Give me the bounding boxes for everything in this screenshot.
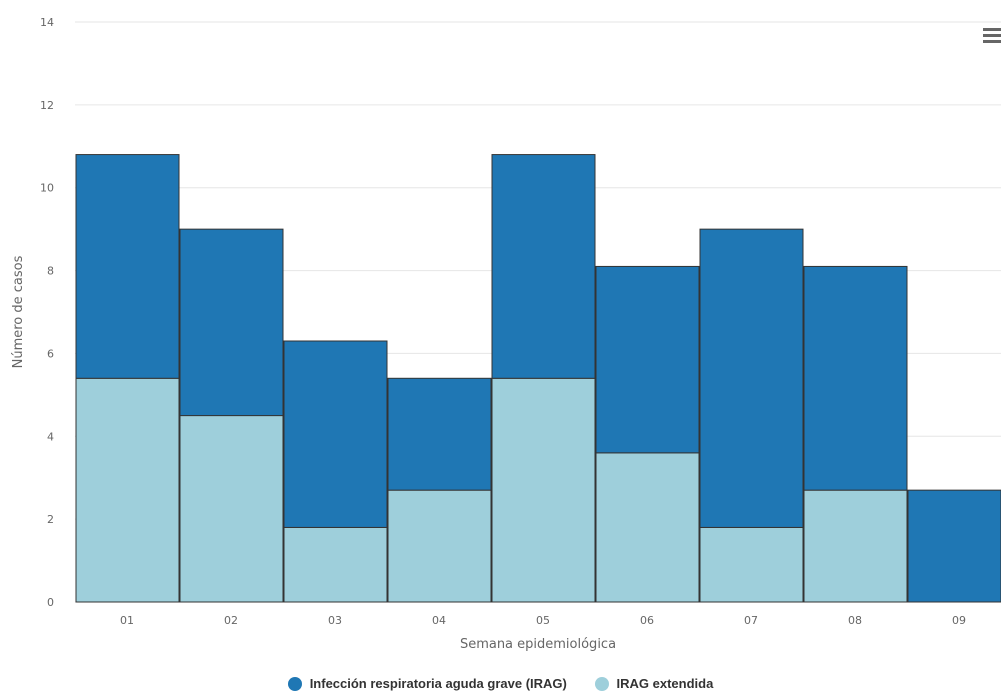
legend-label: IRAG extendida [616,676,714,691]
bar-segment[interactable] [491,154,596,379]
legend: Infección respiratoria aguda grave (IRAG… [0,676,1001,694]
x-tick-label: 08 [848,614,862,627]
bar-segment[interactable] [803,265,908,491]
bar-segment[interactable] [283,526,388,603]
x-tick-label: 06 [640,614,654,627]
bar-segment[interactable] [595,265,700,454]
y-axis-title: Número de casos [11,255,26,368]
y-tick-label: 2 [47,513,54,526]
bar-segment[interactable] [283,340,388,528]
y-axis-ticks: 0 2 4 6 8 10 12 14 [40,16,54,609]
bar-segment[interactable] [699,526,804,603]
y-tick-label: 6 [47,347,54,360]
bar-segment[interactable] [179,228,284,417]
bar-segment[interactable] [179,415,284,603]
x-axis-title: Semana epidemiológica [460,637,616,652]
bars [75,154,1001,603]
legend-item-irag[interactable]: Infección respiratoria aguda grave (IRAG… [287,676,567,691]
y-tick-label: 0 [47,596,54,609]
y-tick-label: 14 [40,16,54,29]
bar-segment[interactable] [907,489,1001,603]
y-tick-label: 12 [40,99,54,112]
legend-dot-icon [287,676,302,691]
legend-item-irag-extendida[interactable]: IRAG extendida [594,676,714,691]
bar-segment[interactable] [75,154,180,379]
bar-segment[interactable] [75,377,180,603]
x-tick-label: 09 [952,614,966,627]
x-tick-label: 03 [328,614,342,627]
x-tick-label: 07 [744,614,758,627]
legend-label: Infección respiratoria aguda grave (IRAG… [309,676,567,691]
x-tick-label: 05 [536,614,550,627]
bar-segment[interactable] [595,452,700,603]
x-tick-label: 04 [432,614,446,627]
x-tick-label: 02 [224,614,238,627]
bar-segment[interactable] [803,489,908,603]
bar-segment[interactable] [387,489,492,603]
x-axis-ticks: 01 02 03 04 05 06 07 08 09 [120,614,966,627]
y-tick-label: 4 [47,430,54,443]
x-tick-label: 01 [120,614,134,627]
bar-segment[interactable] [491,377,596,603]
y-tick-label: 8 [47,265,54,278]
hamburger-menu-icon[interactable] [983,28,1001,44]
y-tick-label: 10 [40,182,54,195]
bar-segment[interactable] [387,377,492,491]
bar-segment[interactable] [699,228,804,528]
legend-dot-icon [594,676,609,691]
